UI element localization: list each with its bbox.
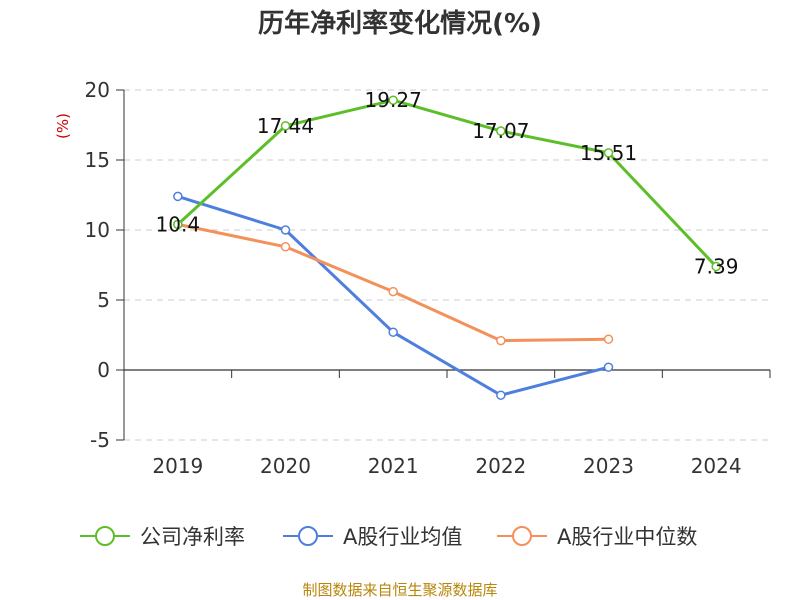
data-labels: 10.4 17.44 19.27 17.07 15.51 7.39 [156,88,739,278]
legend[interactable]: 公司净利率 A股行业均值 A股行业中位数 [80,525,697,549]
data-label: 7.39 [694,255,739,279]
data-point [173,219,183,230]
y-tick-label: 10 [85,218,110,242]
legend-label: A股行业中位数 [557,525,697,549]
x-tick-label: 2020 [260,454,311,478]
x-tick-label: 2024 [691,454,742,478]
legend-swatch-marker [512,526,532,546]
x-tick-label: 2021 [368,454,419,478]
y-tick-label: 15 [85,148,110,172]
data-label: 17.44 [257,114,314,138]
legend-item[interactable]: 公司净利率 [80,525,245,549]
data-point [388,327,398,337]
data-point [496,126,506,136]
data-point [603,148,614,158]
y-axis-label: (%) [54,113,72,139]
data-point [388,286,398,297]
data-point [496,335,506,346]
y-tick-label: 20 [85,78,110,102]
x-tick-label: 2023 [583,454,634,478]
data-source: 制图数据来自恒生聚源数据库 [302,581,497,599]
x-tick-label: 2022 [475,454,526,478]
data-point [388,95,398,105]
data-label: 17.07 [472,119,529,143]
legend-label: 公司净利率 [140,525,245,549]
data-point [603,334,614,344]
data-point [280,242,291,252]
y-tick-label: -5 [90,428,110,452]
data-point [603,362,614,372]
data-point [280,225,291,235]
axes: -5 0 5 10 15 20 2019 2020 2021 2022 2023 2024 [85,78,771,478]
y-tick-label: 5 [97,288,110,312]
series-lines [173,95,721,400]
data-point [280,121,291,131]
legend-item[interactable]: A股行业中位数 [497,525,697,549]
grid-lines [124,89,770,441]
legend-item[interactable]: A股行业均值 [283,525,462,549]
data-label: 19.27 [365,88,422,112]
series-line [177,222,609,343]
series-line [176,98,718,268]
chart-title: 历年净利率变化情况(%) [258,8,542,39]
x-tick-label: 2019 [152,454,203,478]
data-point [711,261,721,272]
legend-swatch-marker [95,526,115,546]
data-point [173,191,183,202]
data-label: 10.4 [156,212,201,236]
data-label: 15.51 [580,141,637,165]
y-tick-label: 0 [97,358,110,382]
legend-label: A股行业均值 [343,525,462,549]
legend-swatch-marker [298,526,318,546]
data-point [496,390,506,400]
